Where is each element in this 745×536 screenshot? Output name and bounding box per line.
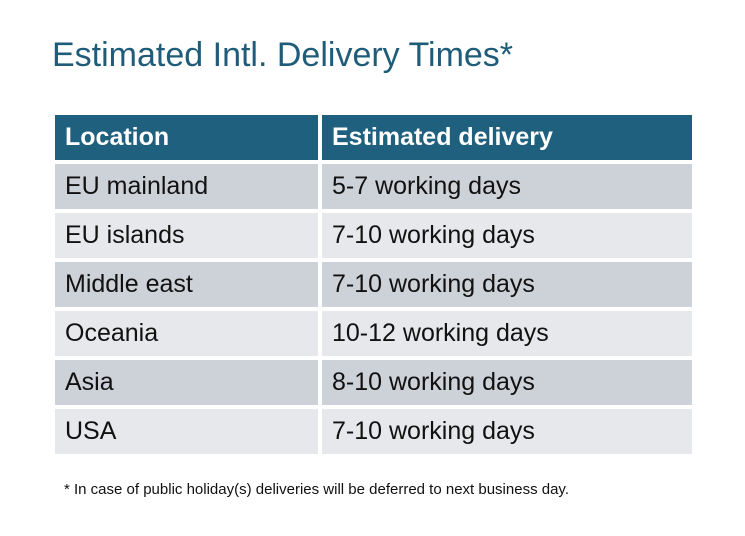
table-row: USA 7-10 working days — [55, 409, 692, 454]
table-row: Asia 8-10 working days — [55, 360, 692, 405]
delivery-times-table: Location Estimated delivery EU mainland … — [51, 111, 696, 458]
location-cell: EU islands — [55, 213, 318, 258]
column-header-estimated-delivery: Estimated delivery — [322, 115, 692, 160]
location-cell: Middle east — [55, 262, 318, 307]
column-header-location: Location — [55, 115, 318, 160]
location-cell: Oceania — [55, 311, 318, 356]
delivery-cell: 7-10 working days — [322, 262, 692, 307]
delivery-cell: 7-10 working days — [322, 213, 692, 258]
location-cell: EU mainland — [55, 164, 318, 209]
page-title: Estimated Intl. Delivery Times* — [52, 36, 514, 74]
table-row: EU mainland 5-7 working days — [55, 164, 692, 209]
delivery-cell: 7-10 working days — [322, 409, 692, 454]
location-cell: USA — [55, 409, 318, 454]
table-header-row: Location Estimated delivery — [55, 115, 692, 160]
footnote: * In case of public holiday(s) deliverie… — [64, 481, 569, 498]
table-row: Middle east 7-10 working days — [55, 262, 692, 307]
table-row: Oceania 10-12 working days — [55, 311, 692, 356]
location-cell: Asia — [55, 360, 318, 405]
table-row: EU islands 7-10 working days — [55, 213, 692, 258]
delivery-cell: 5-7 working days — [322, 164, 692, 209]
delivery-cell: 8-10 working days — [322, 360, 692, 405]
delivery-cell: 10-12 working days — [322, 311, 692, 356]
